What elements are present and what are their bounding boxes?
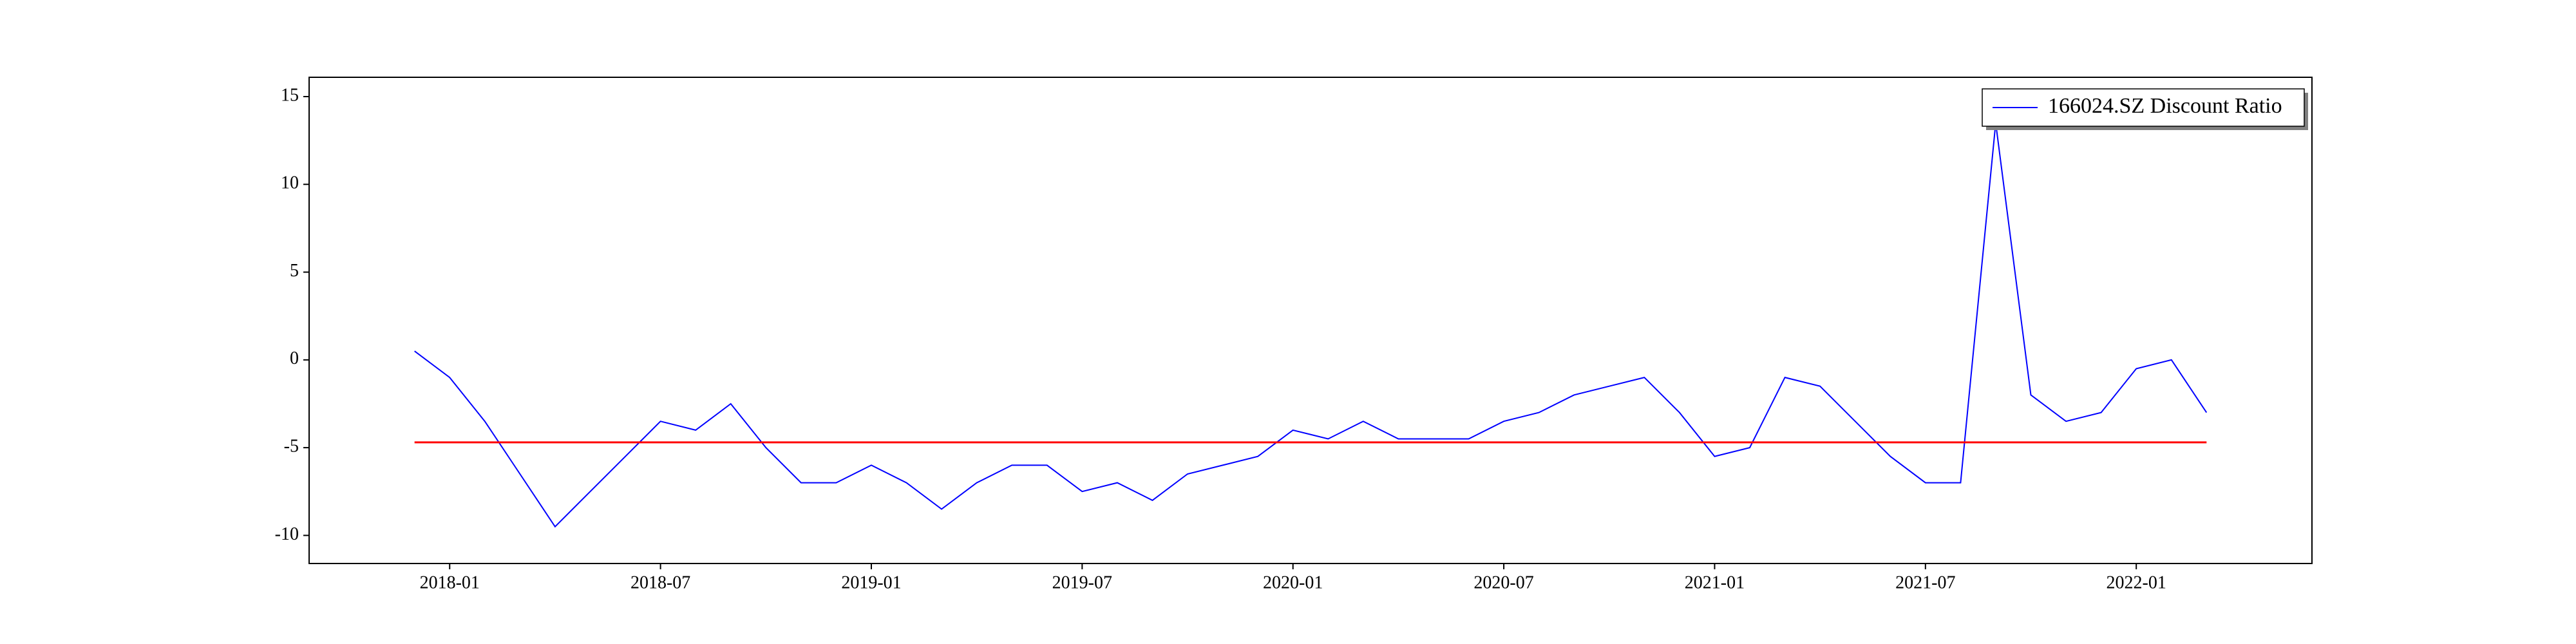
x-tick-label: 2019-01: [841, 573, 901, 592]
plot-frame: [308, 77, 2313, 564]
data-line: [414, 122, 2208, 528]
x-tick-label: 2021-07: [1895, 573, 1955, 592]
x-tick-label: 2021-01: [1685, 573, 1745, 592]
y-tick-label: 15: [281, 85, 299, 105]
y-tick-label: -5: [284, 437, 299, 457]
x-tick-label: 2019-07: [1052, 573, 1112, 592]
y-tick-label: 0: [290, 348, 299, 368]
x-tick-label: 2020-07: [1473, 573, 1533, 592]
x-tick-label: 2022-01: [2107, 573, 2166, 592]
y-tick-label: -10: [275, 524, 299, 544]
legend-label: 166024.SZ Discount Ratio: [2048, 94, 2282, 118]
x-tick-label: 2020-01: [1263, 573, 1323, 592]
y-tick-label: 5: [290, 261, 299, 281]
x-tick-label: 2018-01: [420, 573, 480, 592]
x-tick-label: 2018-07: [630, 573, 690, 592]
y-tick-label: 10: [281, 173, 299, 193]
